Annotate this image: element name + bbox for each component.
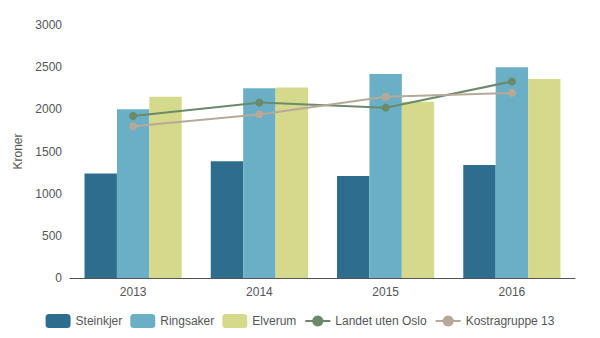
svg-text:2000: 2000 bbox=[35, 102, 62, 116]
svg-text:2016: 2016 bbox=[499, 285, 526, 299]
svg-text:0: 0 bbox=[55, 271, 62, 285]
svg-text:Kostragruppe 13: Kostragruppe 13 bbox=[466, 314, 555, 328]
svg-text:1500: 1500 bbox=[35, 145, 62, 159]
svg-text:3000: 3000 bbox=[35, 18, 62, 32]
svg-text:Elverum: Elverum bbox=[252, 314, 296, 328]
svg-text:Steinkjer: Steinkjer bbox=[76, 314, 123, 328]
svg-text:2013: 2013 bbox=[120, 285, 147, 299]
svg-text:2015: 2015 bbox=[372, 285, 399, 299]
svg-text:1000: 1000 bbox=[35, 187, 62, 201]
svg-text:Ringsaker: Ringsaker bbox=[160, 314, 214, 328]
svg-text:Kroner: Kroner bbox=[11, 133, 25, 169]
svg-text:2014: 2014 bbox=[246, 285, 273, 299]
svg-text:2500: 2500 bbox=[35, 60, 62, 74]
svg-text:500: 500 bbox=[42, 229, 62, 243]
svg-text:Landet uten Oslo: Landet uten Oslo bbox=[335, 314, 427, 328]
